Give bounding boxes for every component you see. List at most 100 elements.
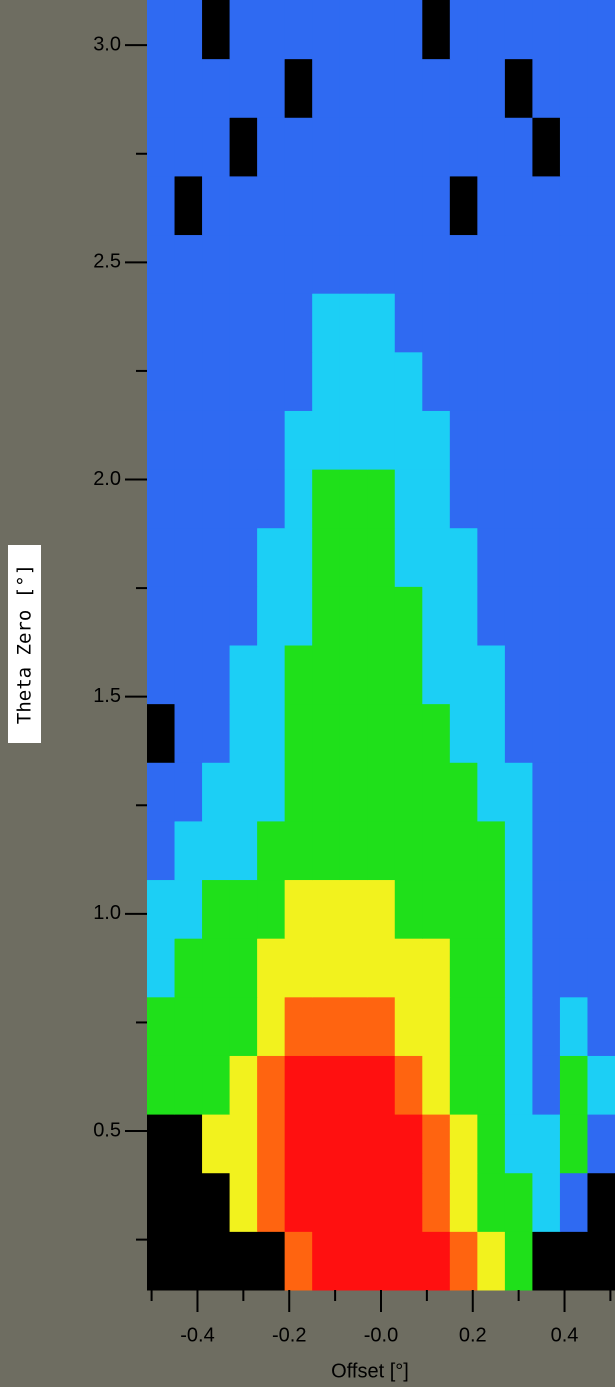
heatmap-cell [505,117,533,176]
heatmap-cell [202,880,230,939]
heatmap-cell [422,997,450,1056]
heatmap-cell [312,762,340,821]
heatmap-cell [285,586,313,645]
heatmap-cell [257,1173,285,1232]
heatmap-cell [312,1114,340,1173]
heatmap-cell [505,586,533,645]
heatmap-cell [395,1055,423,1114]
heatmap-cell [587,704,615,763]
heatmap-cell [450,762,478,821]
heatmap-cell [285,59,313,118]
heatmap-cell [340,1055,368,1114]
heatmap-cell [312,176,340,235]
heatmap-cell [532,997,560,1056]
heatmap-cell [147,704,175,763]
heatmap-cell [340,1173,368,1232]
heatmap-cell [147,645,175,704]
x-tick-label: 0.2 [459,1324,487,1346]
y-tick-label: 3.0 [93,33,121,55]
x-tick-label: 0.4 [551,1324,579,1346]
heatmap-cell [560,59,588,118]
heatmap-cell [505,997,533,1056]
heatmap-cell [202,704,230,763]
heatmap-cell [560,762,588,821]
heatmap-cell [560,117,588,176]
heatmap-cell [230,352,258,411]
heatmap-cell [450,938,478,997]
heatmap-cell [312,0,340,59]
heatmap-cell [285,235,313,294]
heatmap-cell [147,410,175,469]
x-tick-label: -0.0 [364,1324,398,1346]
heatmap-cell [422,528,450,587]
heatmap-cell [340,176,368,235]
heatmap-cell [175,117,203,176]
heatmap-cell [175,469,203,528]
heatmap-cell [395,352,423,411]
heatmap-cell [230,0,258,59]
heatmap-cell [367,293,395,352]
heatmap-cell [230,586,258,645]
heatmap-cell [202,586,230,645]
heatmap-cell [230,938,258,997]
heatmap-cell [367,762,395,821]
x-tick-label: -0.4 [180,1324,214,1346]
heatmap-cell [422,880,450,939]
heatmap-cell [285,1114,313,1173]
heatmap-cell [257,293,285,352]
heatmap-cell [532,821,560,880]
heatmap-cell [202,0,230,59]
heatmap-cell [175,880,203,939]
heatmap-cell [230,704,258,763]
heatmap-cell [147,762,175,821]
heatmap-cell [395,762,423,821]
heatmap-cell [175,762,203,821]
y-tick-label: 0.5 [93,1119,121,1141]
heatmap-cell [422,1114,450,1173]
heatmap-cell [285,352,313,411]
heatmap-cell [422,0,450,59]
heatmap-cell [450,235,478,294]
heatmap-cell [230,645,258,704]
heatmap-cell [257,176,285,235]
heatmap-cell [422,1173,450,1232]
heatmap-cell [202,762,230,821]
heatmap-cell [230,235,258,294]
heatmap-cell [587,645,615,704]
heatmap-cell [202,59,230,118]
x-axis-label: Offset [°] [331,1360,409,1382]
heatmap-cell [147,997,175,1056]
heatmap-cell [147,59,175,118]
heatmap-cell [395,821,423,880]
heatmap-cell [367,176,395,235]
heatmap-cell [312,235,340,294]
heatmap-cell [532,1173,560,1232]
y-tick-label: 2.0 [93,468,121,490]
heatmap-cell [202,528,230,587]
heatmap-cell [587,0,615,59]
heatmap-cell [477,528,505,587]
heatmap-cell [147,117,175,176]
heatmap-cell [422,1055,450,1114]
heatmap-cell [175,938,203,997]
heatmap-cell [367,0,395,59]
heatmap-cell [230,410,258,469]
heatmap-cell [422,117,450,176]
heatmap-cell [477,704,505,763]
heatmap-cell [367,645,395,704]
heatmap-cell [395,1231,423,1290]
heatmap-cell [147,1173,175,1232]
heatmap-cell [147,352,175,411]
heatmap-cell [285,0,313,59]
heatmap-cell [285,1173,313,1232]
heatmap-cell [340,997,368,1056]
heatmap-cell [560,704,588,763]
heatmap-cell [450,821,478,880]
heatmap-cell [312,352,340,411]
heatmap-cell [422,821,450,880]
heatmap-cell [257,880,285,939]
heatmap-cell [560,821,588,880]
heatmap-cell [175,1173,203,1232]
heatmap-cell [395,586,423,645]
heatmap-cell [395,235,423,294]
